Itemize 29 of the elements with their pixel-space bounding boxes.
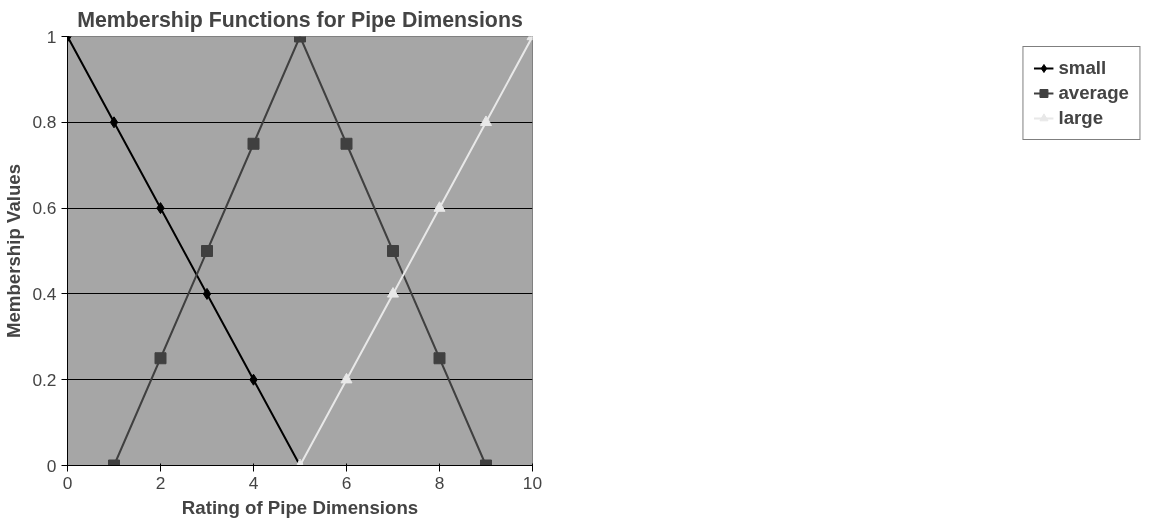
y-tick-label: 0.6: [32, 198, 57, 219]
y-axis-title: Membership Values: [3, 163, 25, 339]
x-tick-label: 8: [434, 472, 445, 493]
point: [340, 137, 353, 150]
point: [109, 116, 119, 129]
legend-label: large: [1058, 107, 1104, 129]
y-tick-label: 0.2: [32, 369, 57, 390]
point: [340, 372, 353, 384]
x-tick-label: 10: [522, 472, 543, 493]
x-tick-label: 4: [248, 472, 259, 493]
point: [154, 352, 167, 365]
y-tick-label: 1: [46, 26, 57, 47]
point: [202, 287, 212, 300]
point: [433, 201, 446, 212]
x-tick-label: 0: [62, 472, 73, 493]
point: [201, 245, 213, 257]
point: [387, 245, 399, 257]
x-axis-title: Rating of Pipe Dimensions: [181, 496, 419, 518]
x-tick-label: 6: [341, 472, 352, 493]
legend-label: average: [1058, 82, 1129, 104]
x-tick-label: 2: [155, 472, 166, 493]
point: [387, 287, 399, 298]
y-tick-label: 0: [46, 455, 57, 476]
y-tick-label: 0.8: [32, 112, 57, 133]
point: [247, 137, 260, 150]
point: [433, 352, 446, 365]
chart-title: Membership Functions for Pipe Dimensions: [77, 7, 523, 32]
legend-label: small: [1058, 57, 1107, 79]
y-tick-label: 0.4: [32, 283, 57, 304]
